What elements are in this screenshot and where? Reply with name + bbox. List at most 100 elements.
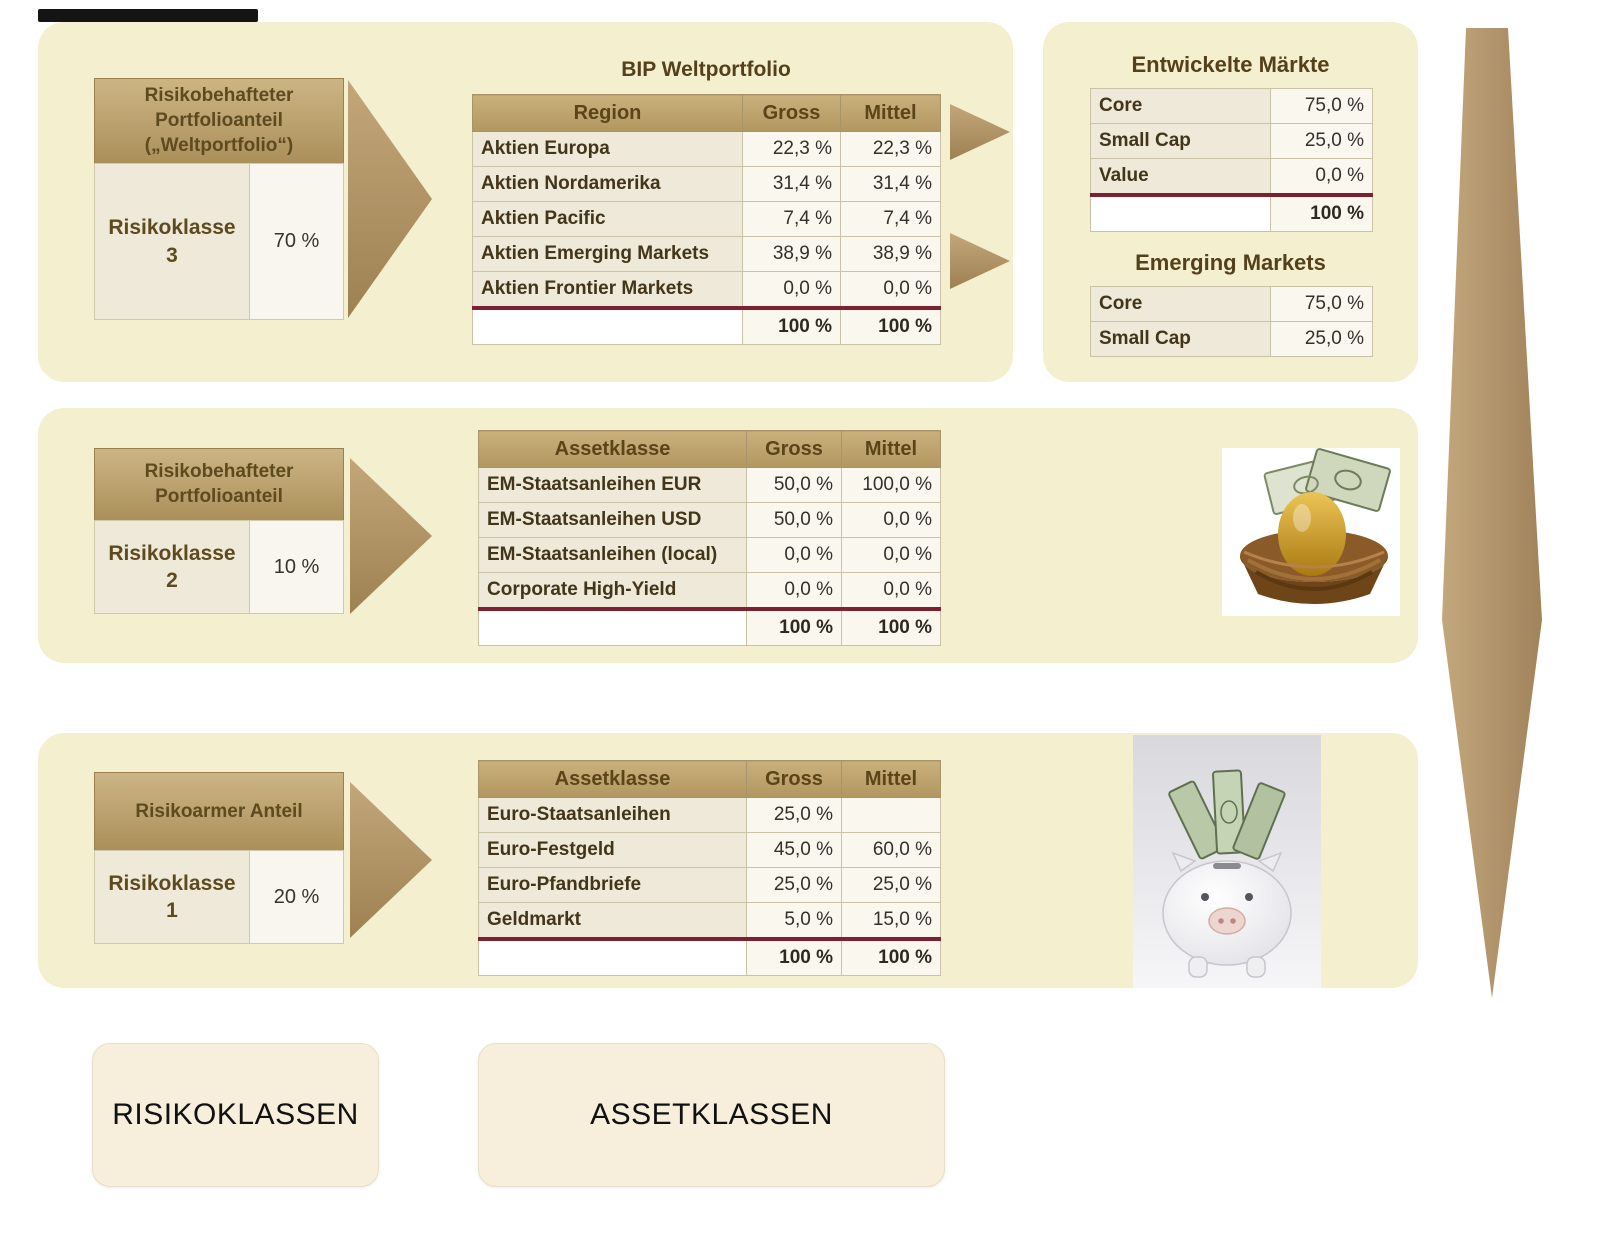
gross-cell: 0,0 % [742, 271, 841, 309]
risk3-class-block: Risikoklasse 3 70 % [94, 163, 344, 320]
table-row: Aktien Europa 22,3 % 22,3 % [472, 131, 941, 167]
total-row: 100 % 100 % [478, 607, 941, 646]
assetklassen-box: ASSETKLASSEN [478, 1043, 945, 1187]
total-gross-cell: 100 % [742, 306, 841, 345]
region-cell: Aktien Pacific [472, 201, 743, 237]
table-row: EM-Staatsanleihen USD 50,0 % 0,0 % [478, 502, 941, 538]
emerging-markets-title: Emerging Markets [1135, 250, 1326, 275]
mittel-cell: 7,4 % [840, 201, 941, 237]
risk1-share: 20 % [250, 851, 343, 943]
table-row: Euro-Pfandbriefe 25,0 % 25,0 % [478, 867, 941, 903]
table-row: EM-Staatsanleihen EUR 50,0 % 100,0 % [478, 467, 941, 503]
gross-cell: 22,3 % [742, 131, 841, 167]
risk3-class-number: 3 [166, 243, 178, 267]
value-cell: 25,0 % [1270, 123, 1373, 159]
table-row: Aktien Frontier Markets 0,0 % 0,0 % [472, 271, 941, 309]
nest-egg-image [1222, 448, 1400, 616]
total-value-cell: 100 % [1270, 193, 1373, 232]
gross-cell: 0,0 % [746, 537, 842, 573]
label-cell: Small Cap [1090, 123, 1271, 159]
risk2-class-block: Risikoklasse 2 10 % [94, 520, 344, 614]
table-row: EM-Staatsanleihen (local) 0,0 % 0,0 % [478, 537, 941, 573]
asset-cell: Geldmarkt [478, 902, 747, 940]
asset-cell: Euro-Pfandbriefe [478, 867, 747, 903]
risk3-class-label: Risikoklasse 3 [95, 164, 250, 319]
region-cell: Aktien Nordamerika [472, 166, 743, 202]
top-edge-artifact [38, 9, 258, 22]
risk2-share: 10 % [250, 521, 343, 613]
value-cell: 0,0 % [1270, 158, 1373, 196]
risk3-header-line1: Risikobehafteter [144, 85, 294, 107]
label-cell: Value [1090, 158, 1271, 196]
developed-markets-title: Entwickelte Märkte [1131, 52, 1330, 77]
asset-cell: EM-Staatsanleihen (local) [478, 537, 747, 573]
gross-cell: 50,0 % [746, 467, 842, 503]
risk1-class-block: Risikoklasse 1 20 % [94, 850, 344, 944]
region-cell: Aktien Emerging Markets [472, 236, 743, 272]
gross-cell: 5,0 % [746, 902, 842, 940]
mittel-cell: 0,0 % [841, 537, 941, 573]
mittel-cell: 60,0 % [841, 832, 941, 868]
table-row: Core 75,0 % [1090, 88, 1373, 124]
total-gross-cell: 100 % [746, 937, 842, 976]
gross-column-header: Gross [746, 760, 842, 798]
mittel-column-header: Mittel [840, 94, 941, 132]
mittel-cell: 15,0 % [841, 902, 941, 940]
total-mittel-cell: 100 % [840, 306, 941, 345]
total-label-cell [472, 306, 743, 345]
gross-cell: 38,9 % [742, 236, 841, 272]
risk2-asset-table: Assetklasse Gross Mittel EM-Staatsanleih… [478, 430, 941, 646]
asset-column-header: Assetklasse [478, 430, 747, 468]
asset-cell: EM-Staatsanleihen EUR [478, 467, 747, 503]
mittel-cell: 0,0 % [841, 572, 941, 610]
table-row: Small Cap 25,0 % [1090, 321, 1373, 357]
value-cell: 75,0 % [1270, 88, 1373, 124]
mittel-cell: 22,3 % [840, 131, 941, 167]
total-gross-cell: 100 % [746, 607, 842, 646]
assetklassen-label: ASSETKLASSEN [590, 1098, 833, 1131]
gross-column-header: Gross [746, 430, 842, 468]
risk2-class-number: 2 [166, 569, 178, 592]
asset-column-header: Assetklasse [478, 760, 747, 798]
gross-cell: 0,0 % [746, 572, 842, 610]
gross-cell: 50,0 % [746, 502, 842, 538]
gross-cell: 7,4 % [742, 201, 841, 237]
mittel-cell: 0,0 % [841, 502, 941, 538]
table-row: Core 75,0 % [1090, 286, 1373, 322]
table-row: Small Cap 25,0 % [1090, 123, 1373, 159]
total-row: 100 % 100 % [472, 306, 941, 345]
piggy-bank-image [1133, 735, 1321, 988]
risk1-class-label: Risikoklasse 1 [95, 851, 250, 943]
value-cell: 75,0 % [1270, 286, 1373, 322]
label-cell: Core [1090, 88, 1271, 124]
risk3-share: 70 % [250, 164, 343, 319]
table-row: Aktien Pacific 7,4 % 7,4 % [472, 201, 941, 237]
mittel-column-header: Mittel [841, 760, 941, 798]
emerging-markets-table: Core 75,0 % Small Cap 25,0 % [1090, 286, 1373, 357]
table-row: Value 0,0 % [1090, 158, 1373, 196]
mittel-cell: 0,0 % [840, 271, 941, 309]
total-row: 100 % [1090, 193, 1373, 232]
table-row: Aktien Nordamerika 31,4 % 31,4 % [472, 166, 941, 202]
mittel-cell: 100,0 % [841, 467, 941, 503]
risk1-class-number: 1 [166, 899, 178, 922]
value-cell: 25,0 % [1270, 321, 1373, 357]
mittel-column-header: Mittel [841, 430, 941, 468]
table-row: Euro-Festgeld 45,0 % 60,0 % [478, 832, 941, 868]
risk1-asset-table: Assetklasse Gross Mittel Euro-Staatsanle… [478, 760, 941, 976]
gross-cell: 25,0 % [746, 867, 842, 903]
risk1-header-label: Risikoarmer Anteil [135, 800, 303, 822]
risk2-class-label: Risikoklasse 2 [95, 521, 250, 613]
table-row: Euro-Staatsanleihen 25,0 % [478, 797, 941, 833]
region-column-header: Region [472, 94, 743, 132]
table-row: Geldmarkt 5,0 % 15,0 % [478, 902, 941, 940]
asset-cell: EM-Staatsanleihen USD [478, 502, 747, 538]
total-label-cell [1090, 193, 1271, 232]
total-mittel-cell: 100 % [841, 937, 941, 976]
risk1-header-box: Risikoarmer Anteil [94, 772, 344, 852]
asset-cell: Euro-Festgeld [478, 832, 747, 868]
total-mittel-cell: 100 % [841, 607, 941, 646]
table-row: Corporate High-Yield 0,0 % 0,0 % [478, 572, 941, 610]
label-cell: Small Cap [1090, 321, 1271, 357]
